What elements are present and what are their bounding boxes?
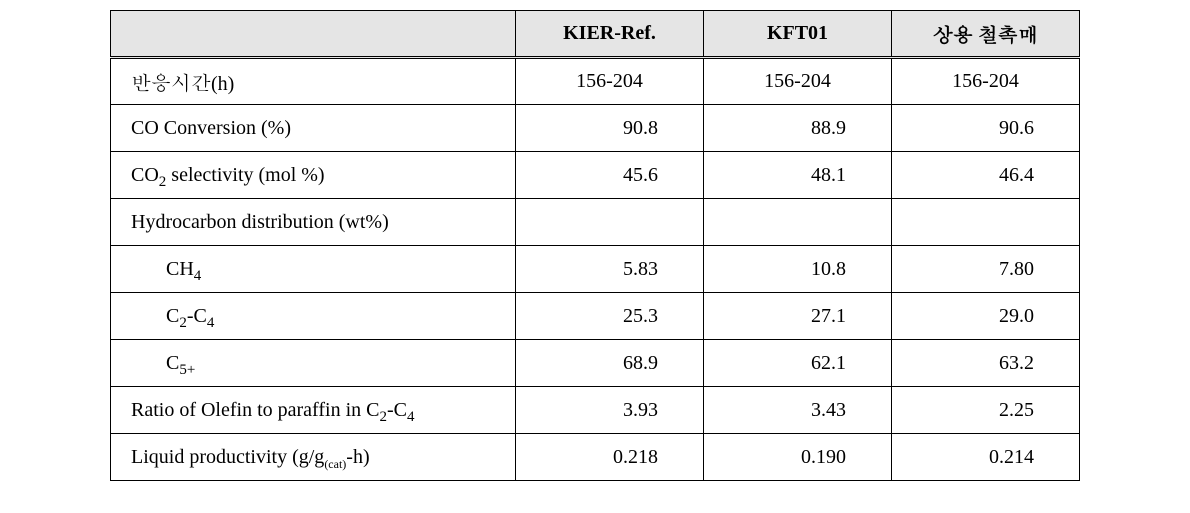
col-header-blank bbox=[111, 11, 516, 58]
cell-value: 3.93 bbox=[516, 387, 704, 434]
catalyst-performance-table: KIER-Ref. KFT01 상용 철촉매 반응시간(h)156-204156… bbox=[110, 10, 1080, 481]
table-row: CO Conversion (%)90.888.990.6 bbox=[111, 105, 1080, 152]
table-row: Liquid productivity (g/g(cat)-h)0.2180.1… bbox=[111, 434, 1080, 481]
row-label: Hydrocarbon distribution (wt%) bbox=[111, 199, 516, 246]
cell-value: 0.214 bbox=[892, 434, 1080, 481]
row-label: CO2 selectivity (mol %) bbox=[111, 152, 516, 199]
cell-value: 62.1 bbox=[704, 340, 892, 387]
cell-value: 90.6 bbox=[892, 105, 1080, 152]
row-label: C5+ bbox=[111, 340, 516, 387]
cell-value: 10.8 bbox=[704, 246, 892, 293]
cell-value: 5.83 bbox=[516, 246, 704, 293]
table-row: 반응시간(h)156-204156-204156-204 bbox=[111, 58, 1080, 105]
cell-value: 156-204 bbox=[704, 58, 892, 105]
row-label: 반응시간(h) bbox=[111, 58, 516, 105]
cell-value: 88.9 bbox=[704, 105, 892, 152]
cell-value: 63.2 bbox=[892, 340, 1080, 387]
table-header-row: KIER-Ref. KFT01 상용 철촉매 bbox=[111, 11, 1080, 58]
table-body: 반응시간(h)156-204156-204156-204CO Conversio… bbox=[111, 58, 1080, 481]
table-row: CO2 selectivity (mol %)45.648.146.4 bbox=[111, 152, 1080, 199]
cell-value: 156-204 bbox=[892, 58, 1080, 105]
cell-value: 25.3 bbox=[516, 293, 704, 340]
cell-value: 48.1 bbox=[704, 152, 892, 199]
cell-value: 90.8 bbox=[516, 105, 704, 152]
table-row: C2-C425.327.129.0 bbox=[111, 293, 1080, 340]
cell-value: 7.80 bbox=[892, 246, 1080, 293]
row-label: Liquid productivity (g/g(cat)-h) bbox=[111, 434, 516, 481]
col-header-kier-ref: KIER-Ref. bbox=[516, 11, 704, 58]
cell-value: 46.4 bbox=[892, 152, 1080, 199]
cell-value bbox=[704, 199, 892, 246]
col-header-commercial-fe: 상용 철촉매 bbox=[892, 11, 1080, 58]
cell-value: 29.0 bbox=[892, 293, 1080, 340]
table-row: Ratio of Olefin to paraffin in C2-C43.93… bbox=[111, 387, 1080, 434]
cell-value bbox=[516, 199, 704, 246]
cell-value: 156-204 bbox=[516, 58, 704, 105]
cell-value: 68.9 bbox=[516, 340, 704, 387]
cell-value: 3.43 bbox=[704, 387, 892, 434]
col-header-kft01: KFT01 bbox=[704, 11, 892, 58]
table-row: CH45.8310.87.80 bbox=[111, 246, 1080, 293]
cell-value: 27.1 bbox=[704, 293, 892, 340]
row-label: CH4 bbox=[111, 246, 516, 293]
cell-value: 2.25 bbox=[892, 387, 1080, 434]
table-row: C5+68.962.163.2 bbox=[111, 340, 1080, 387]
row-label: Ratio of Olefin to paraffin in C2-C4 bbox=[111, 387, 516, 434]
cell-value bbox=[892, 199, 1080, 246]
cell-value: 45.6 bbox=[516, 152, 704, 199]
cell-value: 0.190 bbox=[704, 434, 892, 481]
cell-value: 0.218 bbox=[516, 434, 704, 481]
row-label: C2-C4 bbox=[111, 293, 516, 340]
row-label: CO Conversion (%) bbox=[111, 105, 516, 152]
table-row: Hydrocarbon distribution (wt%) bbox=[111, 199, 1080, 246]
